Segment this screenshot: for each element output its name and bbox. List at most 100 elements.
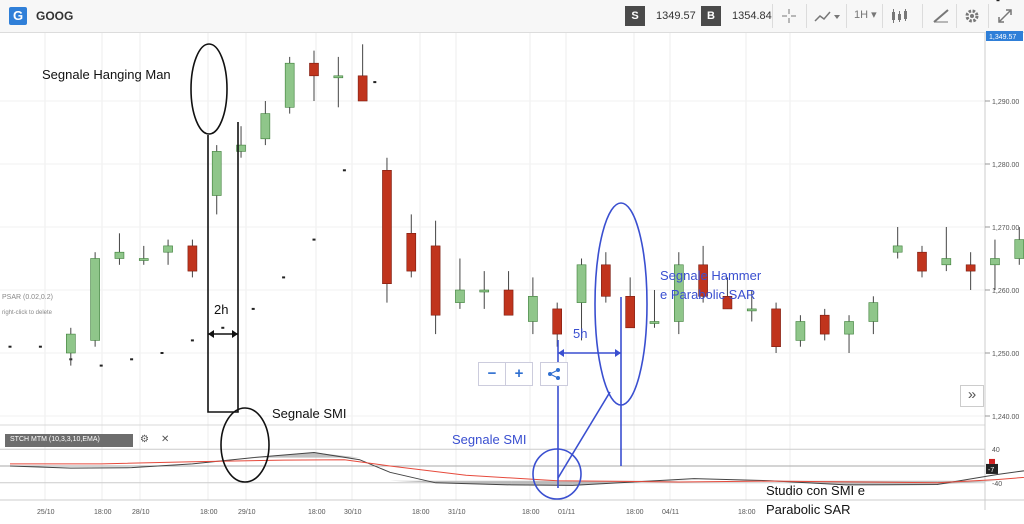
psar-chip-title[interactable]: PSAR (0.02,0.2) xyxy=(2,294,53,301)
candle-bullish xyxy=(1014,239,1024,259)
psar-chip-hint: right-click to delete xyxy=(2,310,53,316)
candle-bullish xyxy=(479,289,490,293)
candle-bullish xyxy=(455,289,465,303)
smi-oversold-shade xyxy=(390,480,436,483)
brand-logo: G xyxy=(9,7,27,25)
crosshair-icon[interactable] xyxy=(781,8,797,27)
price-tick-label: 1,280.00 xyxy=(992,162,1019,169)
psar-dot xyxy=(342,169,346,172)
time-tick-label: 28/10 xyxy=(132,509,150,516)
candle-bullish xyxy=(673,264,684,322)
psar-dot xyxy=(373,81,377,84)
price-tick-label: 1,250.00 xyxy=(992,351,1019,358)
sell-price[interactable]: 1349.57 xyxy=(656,10,696,22)
timeframe-label: 1H xyxy=(854,9,869,21)
indicator-tick-label: -40 xyxy=(992,481,1002,488)
candle-bullish xyxy=(868,302,879,322)
smi-signal-line xyxy=(10,459,1024,484)
candle-bullish xyxy=(746,308,757,312)
candle-bullish xyxy=(990,258,1000,266)
candle-bullish xyxy=(236,144,246,152)
arrow-head xyxy=(208,330,214,338)
price-tick-label: 1,260.00 xyxy=(992,288,1019,295)
candle-bearish xyxy=(552,308,563,335)
zoom-in-button[interactable]: + xyxy=(505,362,533,386)
stch-chip[interactable]: STCH MTM (10,3,3,10,EMA) xyxy=(5,434,133,447)
annotation-2h: 2h xyxy=(214,302,229,317)
candlestick-icon[interactable] xyxy=(890,8,914,27)
candle-bearish xyxy=(382,170,392,285)
smi-line xyxy=(9,452,1024,486)
candle-bullish xyxy=(66,333,76,354)
candle-bearish xyxy=(601,264,611,297)
divider xyxy=(922,4,923,28)
smi-oversold-shade xyxy=(435,480,512,485)
sell-button[interactable]: S xyxy=(625,6,645,26)
time-tick-label: 18:00 xyxy=(412,509,430,516)
candle-bearish xyxy=(357,75,368,102)
candle-bullish xyxy=(528,295,538,322)
candle-bullish xyxy=(90,258,100,341)
zoom-out-button[interactable]: − xyxy=(478,362,506,386)
price-tick-label: 1,290.00 xyxy=(992,99,1019,106)
time-tick-label: 18:00 xyxy=(308,509,326,516)
smi-overbought-shade xyxy=(314,452,360,458)
annotation-5h: 5h xyxy=(573,326,588,341)
line-chart-icon[interactable] xyxy=(814,8,840,27)
psar-dot xyxy=(996,0,1000,2)
divider xyxy=(846,4,847,28)
buy-price[interactable]: 1354.84 xyxy=(732,10,772,22)
share-icon[interactable] xyxy=(540,362,568,386)
psar-dot xyxy=(312,238,316,241)
candle-bullish xyxy=(941,258,952,266)
psar-dot xyxy=(282,276,286,279)
time-tick-label: 18:00 xyxy=(626,509,644,516)
time-tick-label: 30/10 xyxy=(344,509,362,516)
candle-bullish xyxy=(795,321,806,341)
candle-bearish xyxy=(187,245,198,272)
psar-dot xyxy=(221,326,225,329)
annotation-ellipse-smi-2 xyxy=(532,448,582,500)
indicator-tick-label: 40 xyxy=(992,447,1000,454)
time-tick-label: 04/11 xyxy=(662,509,679,516)
fullscreen-icon[interactable] xyxy=(997,8,1013,27)
scroll-right-button[interactable]: » xyxy=(960,385,984,407)
candle-bearish xyxy=(698,264,708,297)
close-icon[interactable]: ✕ xyxy=(161,434,170,445)
annotation-hanging-man: Segnale Hanging Man xyxy=(42,67,171,82)
annotation-smi-signal-2: Segnale SMI xyxy=(452,432,527,447)
time-tick-label: 31/10 xyxy=(448,509,466,516)
candle-bearish xyxy=(965,264,976,272)
psar-dot xyxy=(160,352,164,354)
psar-dot xyxy=(190,339,194,342)
divider xyxy=(882,4,883,28)
candle-bearish xyxy=(625,295,635,329)
candle-bearish xyxy=(819,314,830,335)
time-tick-label: 18:00 xyxy=(94,509,112,516)
annotation-hammer-2: e Parabolic SAR xyxy=(660,287,756,302)
annotation-connector xyxy=(557,391,611,479)
symbol-name[interactable]: GOOG xyxy=(36,9,74,23)
candle-bullish xyxy=(333,75,344,79)
candle-bearish xyxy=(722,295,733,310)
price-tick-label: 1,270.00 xyxy=(992,225,1019,232)
buy-button[interactable]: B xyxy=(701,6,721,26)
annotation-smi-signal-1: Segnale SMI xyxy=(272,406,347,421)
candle-bearish xyxy=(503,289,514,316)
time-tick-label: 18:00 xyxy=(738,509,756,516)
drawing-tools-icon[interactable] xyxy=(932,8,950,27)
divider xyxy=(988,4,989,28)
current-price-badge xyxy=(986,31,1023,41)
timeframe-select[interactable]: 1H ▾ xyxy=(854,9,877,21)
arrow-head xyxy=(232,330,238,338)
time-tick-label: 25/10 xyxy=(37,509,55,516)
divider xyxy=(772,4,773,28)
annotation-ellipse-smi-1 xyxy=(220,407,270,483)
arrow-head xyxy=(558,349,564,357)
psar-dot xyxy=(38,345,42,348)
candle-bullish xyxy=(211,151,222,196)
settings-icon[interactable] xyxy=(964,8,980,27)
settings-icon[interactable]: ⚙ xyxy=(140,434,149,445)
candle-bullish xyxy=(844,321,854,335)
